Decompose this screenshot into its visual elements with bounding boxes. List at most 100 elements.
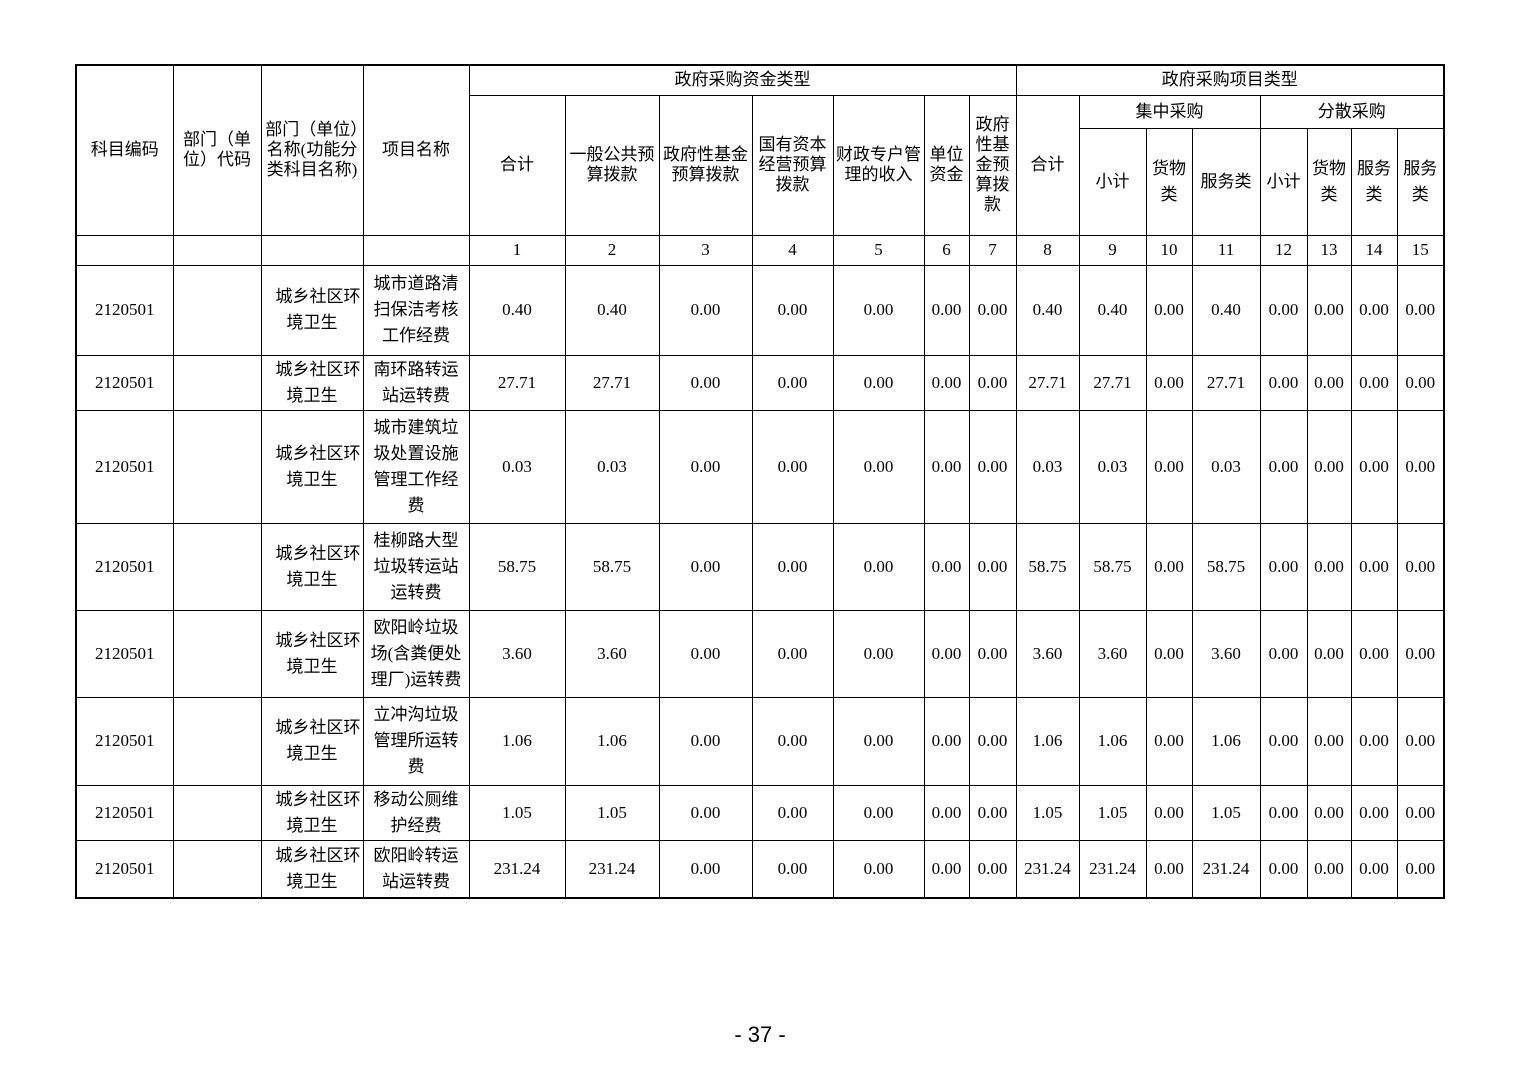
value-cell: 0.00 — [832, 696, 925, 786]
value-cell: 1.05 — [1015, 784, 1080, 841]
header-fiscal-account-income: 财政专户管理的收入 — [832, 94, 925, 236]
column-number-blank — [260, 234, 364, 266]
value-cell: 0.00 — [658, 609, 753, 698]
value-cell: 0.00 — [832, 609, 925, 698]
header-decentralized-group: 分散采购 — [1259, 94, 1445, 129]
value-cell: 3.60 — [1015, 609, 1080, 698]
value-cell: 0.00 — [1259, 696, 1308, 786]
value-cell: 0.00 — [658, 522, 753, 611]
value-cell: 0.00 — [923, 409, 970, 524]
value-cell: 0.00 — [658, 409, 753, 524]
project-name-cell: 立冲沟垃圾管理所运转费 — [362, 696, 470, 786]
value-cell: 0.00 — [832, 264, 925, 356]
value-cell: 0.00 — [968, 522, 1017, 611]
dept-name-cell: 城乡社区环境卫生 — [260, 409, 364, 524]
value-cell: 0.00 — [751, 354, 834, 411]
value-cell: 0.00 — [1396, 409, 1445, 524]
header-gov-fund-budget-2: 政府性基金预算拨款 — [968, 94, 1017, 236]
value-cell: 0.00 — [1306, 839, 1352, 899]
value-cell: 0.00 — [1145, 696, 1193, 786]
table-row: 2120501 城乡社区环境卫生 南环路转运站运转费 27.71 27.71 0.00 0.… — [75, 354, 1445, 411]
header-unit-funds: 单位资金 — [923, 94, 970, 236]
value-cell: 0.00 — [1350, 696, 1398, 786]
value-cell: 0.00 — [832, 354, 925, 411]
header-decentralized-services-2: 服务类 — [1396, 127, 1445, 236]
value-cell: 0.00 — [1350, 409, 1398, 524]
value-cell: 0.00 — [1396, 354, 1445, 411]
header-decentralized-subtotal: 小计 — [1259, 127, 1308, 236]
value-cell: 0.00 — [658, 839, 753, 899]
value-cell: 0.00 — [751, 609, 834, 698]
value-cell: 0.00 — [1350, 264, 1398, 356]
project-name-cell: 南环路转运站运转费 — [362, 354, 470, 411]
header-subject-code: 科目编码 — [75, 64, 174, 236]
value-cell: 1.06 — [468, 696, 566, 786]
value-cell: 0.00 — [751, 409, 834, 524]
value-cell: 1.06 — [1015, 696, 1080, 786]
value-cell: 0.00 — [1306, 696, 1352, 786]
value-cell: 0.00 — [1306, 264, 1352, 356]
value-cell: 231.24 — [1191, 839, 1261, 899]
value-cell: 0.00 — [1396, 839, 1445, 899]
column-number-blank — [362, 234, 470, 266]
value-cell: 0.00 — [968, 609, 1017, 698]
header-decentralized-goods: 货物类 — [1306, 127, 1352, 236]
value-cell: 3.60 — [564, 609, 660, 698]
subject-code-cell: 2120501 — [75, 696, 174, 786]
value-cell: 0.03 — [564, 409, 660, 524]
header-project-name: 项目名称 — [362, 64, 470, 236]
dept-code-cell — [172, 409, 262, 524]
value-cell: 0.40 — [1015, 264, 1080, 356]
value-cell: 231.24 — [564, 839, 660, 899]
value-cell: 0.00 — [1306, 354, 1352, 411]
value-cell: 0.40 — [468, 264, 566, 356]
dept-name-cell: 城乡社区环境卫生 — [260, 264, 364, 356]
value-cell: 1.05 — [1191, 784, 1261, 841]
header-dept-code: 部门（单位）代码 — [172, 64, 262, 236]
subject-code-cell: 2120501 — [75, 609, 174, 698]
header-centralized-goods: 货物类 — [1145, 127, 1193, 236]
value-cell: 0.00 — [968, 409, 1017, 524]
dept-name-cell: 城乡社区环境卫生 — [260, 696, 364, 786]
value-cell: 0.00 — [1396, 609, 1445, 698]
dept-code-cell — [172, 264, 262, 356]
column-number-cell: 11 — [1191, 234, 1261, 266]
dept-code-cell — [172, 522, 262, 611]
value-cell: 0.00 — [1306, 409, 1352, 524]
value-cell: 0.00 — [923, 264, 970, 356]
header-group-row: 合计 一般公共预算拨款 政府性基金预算拨款 国有资本经营预算拨款 财政专户管理的… — [76, 94, 1445, 236]
header-dept-name: 部门（单位）名称(功能分类科目名称) — [260, 64, 364, 236]
value-cell: 0.00 — [658, 696, 753, 786]
value-cell: 0.00 — [1259, 409, 1308, 524]
header-decentralized-services: 服务类 — [1350, 127, 1398, 236]
value-cell: 0.00 — [1350, 784, 1398, 841]
value-cell: 0.00 — [923, 522, 970, 611]
project-name-cell: 移动公厕维护经费 — [362, 784, 470, 841]
value-cell: 0.00 — [1259, 839, 1308, 899]
column-number-cell: 6 — [923, 234, 970, 266]
column-number-blank — [172, 234, 262, 266]
value-cell: 0.00 — [968, 839, 1017, 899]
column-number-cell: 14 — [1350, 234, 1398, 266]
page-number: - 37 - — [734, 1022, 786, 1047]
project-name-cell: 欧阳岭转运站运转费 — [362, 839, 470, 899]
value-cell: 0.00 — [1350, 839, 1398, 899]
value-cell: 0.00 — [832, 522, 925, 611]
value-cell: 3.60 — [468, 609, 566, 698]
value-cell: 0.00 — [1350, 354, 1398, 411]
value-cell: 0.00 — [1306, 522, 1352, 611]
header-banner-row: 科目编码 部门（单位）代码 部门（单位）名称(功能分类科目名称) 项目名称 政府… — [75, 64, 1445, 236]
value-cell: 0.00 — [1145, 522, 1193, 611]
column-number-cell: 15 — [1396, 234, 1445, 266]
header-centralized-group: 集中采购 — [1078, 94, 1261, 129]
table-header: 科目编码 部门（单位）代码 部门（单位）名称(功能分类科目名称) 项目名称 政府… — [75, 64, 1445, 266]
value-cell: 0.03 — [468, 409, 566, 524]
value-cell: 0.00 — [1145, 784, 1193, 841]
value-cell: 3.60 — [1078, 609, 1147, 698]
value-cell: 0.00 — [1259, 354, 1308, 411]
value-cell: 1.05 — [468, 784, 566, 841]
value-cell: 0.40 — [564, 264, 660, 356]
value-cell: 27.71 — [1078, 354, 1147, 411]
value-cell: 0.00 — [1259, 784, 1308, 841]
value-cell: 231.24 — [1078, 839, 1147, 899]
